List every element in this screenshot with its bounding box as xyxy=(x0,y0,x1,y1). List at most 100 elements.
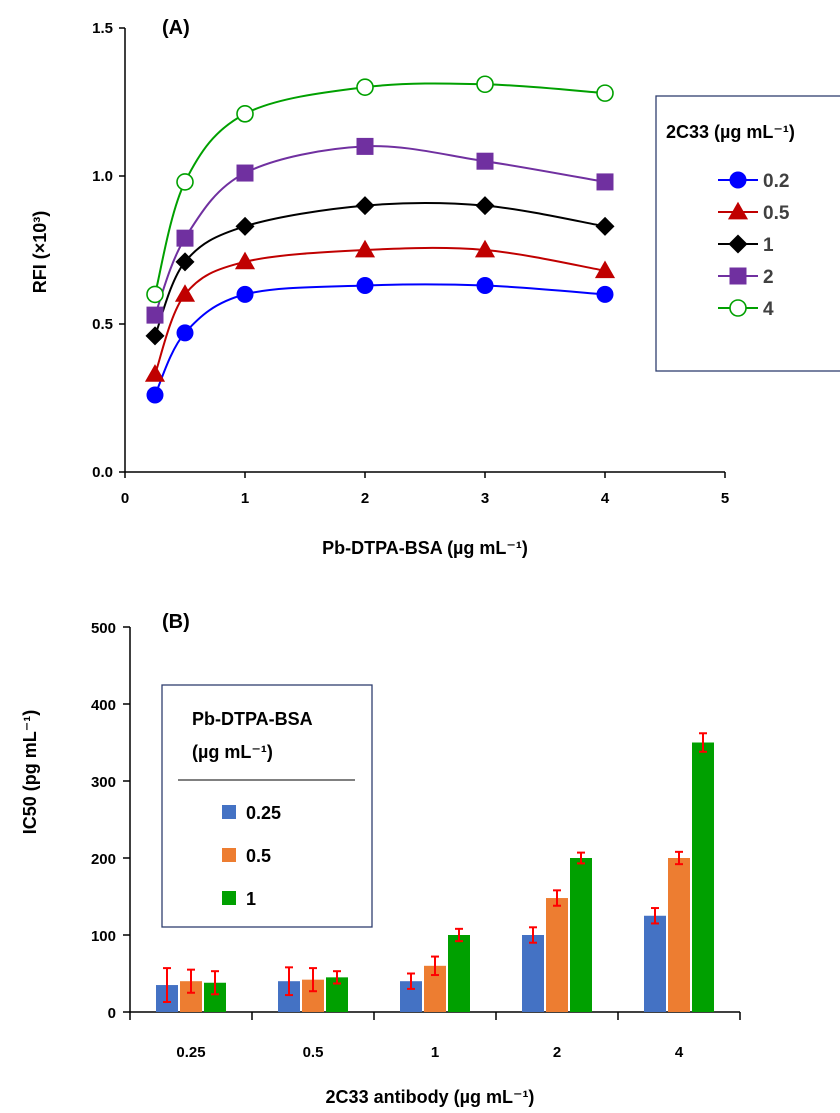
legend-label-2: 2 xyxy=(763,267,774,288)
bar-0.25-at-4 xyxy=(644,915,666,1012)
error-bar-0.5-at-1 xyxy=(431,955,439,977)
data-point-series-1 xyxy=(355,196,375,216)
panel-a-legend: 2C33 (µg mL⁻¹) 0.2 0.5 1 2 4 xyxy=(655,95,840,372)
data-point-series-0.5 xyxy=(144,364,166,382)
data-point-series-0.5 xyxy=(594,260,616,279)
error-bar-1-at-0.25 xyxy=(211,970,219,996)
legend-marker-0.2 xyxy=(729,171,747,189)
error-bar-1-at-1 xyxy=(455,927,463,943)
data-point-series-0.2 xyxy=(476,277,494,295)
panel-a: (A) 0 1 2 3 4 5 0.0 0.5 1.0 1.5 Pb-DTPA-BSA (µg … xyxy=(30,17,840,558)
error-bar-0.25-at-0.5 xyxy=(285,966,293,997)
panel-a-legend-box xyxy=(655,95,840,372)
panel-b-x-tick-label: 4 xyxy=(675,1044,684,1061)
data-point-series-4 xyxy=(596,84,614,102)
bar-0.5-at-4 xyxy=(668,858,690,1012)
bar-1-at-2 xyxy=(570,858,592,1012)
data-point-series-0.5 xyxy=(174,284,196,302)
data-point-series-4 xyxy=(146,285,164,304)
panel-b-label: (B) xyxy=(162,611,190,633)
legend-swatch-1 xyxy=(222,891,236,905)
panel-a-x-tick-label: 3 xyxy=(481,490,489,507)
error-bar-1-at-4 xyxy=(699,732,707,753)
data-point-series-4 xyxy=(476,75,494,94)
panel-a-x-tick-label: 1 xyxy=(241,490,249,507)
panel-b-x-tick-label: 2 xyxy=(553,1044,561,1061)
data-point-series-1 xyxy=(595,216,615,236)
legend-label-1: 1 xyxy=(246,889,256,909)
legend-label-0.5: 0.5 xyxy=(246,846,271,866)
panel-a-y-tick-labels: 0.0 0.5 1.0 1.5 xyxy=(92,20,113,481)
data-point-series-0.2 xyxy=(596,285,614,303)
data-point-series-4 xyxy=(236,105,254,123)
panel-b-y-tick-label: 200 xyxy=(91,851,116,868)
bar-1-at-0.5 xyxy=(326,977,348,1012)
panel-b-y-tick-label: 100 xyxy=(91,928,116,945)
legend-marker-0.5 xyxy=(727,201,749,220)
panel-b-legend-box xyxy=(161,684,373,928)
panel-b-x-axis-label: 2C33 antibody (µg mL⁻¹) xyxy=(326,1087,535,1107)
legend-label-0.5: 0.5 xyxy=(763,203,790,224)
data-point-series-0.2 xyxy=(176,324,194,342)
panel-a-x-tick-label: 4 xyxy=(601,490,610,507)
bar-1-at-4 xyxy=(692,742,714,1012)
data-point-series-0.2 xyxy=(356,277,374,295)
panel-b-x-tick-label: 1 xyxy=(431,1044,439,1061)
error-bar-0.25-at-4 xyxy=(651,907,659,925)
data-point-series-4 xyxy=(356,78,374,96)
panel-b-legend-items: 0.25 0.5 1 xyxy=(222,803,281,909)
panel-a-x-tick-label: 0 xyxy=(121,490,129,507)
panel-a-axes xyxy=(119,27,726,478)
panel-a-y-tick-label: 0.5 xyxy=(92,316,113,333)
bar-0.5-at-2 xyxy=(546,898,568,1012)
panel-a-y-tick-label: 1.5 xyxy=(92,20,113,37)
panel-a-x-tick-label: 2 xyxy=(361,490,369,507)
series-line-1 xyxy=(154,202,606,337)
legend-marker-4 xyxy=(729,299,747,317)
data-point-series-2 xyxy=(236,164,254,182)
data-point-series-0.5 xyxy=(234,251,256,270)
error-bar-0.5-at-0.5 xyxy=(309,967,317,993)
panel-a-series-lines xyxy=(154,82,606,396)
data-point-series-1 xyxy=(235,216,255,236)
bar-1-at-1 xyxy=(448,935,470,1012)
data-point-series-0.5 xyxy=(354,239,376,258)
data-point-series-0.2 xyxy=(146,386,164,404)
data-point-series-2 xyxy=(476,152,494,170)
error-bar-1-at-0.5 xyxy=(333,970,341,985)
panel-b-bars xyxy=(156,742,714,1012)
error-bar-0.25-at-0.25 xyxy=(163,967,171,1003)
bar-0.25-at-2 xyxy=(522,935,544,1012)
panel-a-label: (A) xyxy=(162,17,190,39)
data-point-series-2 xyxy=(176,229,194,247)
panel-a-legend-title: 2C33 (µg mL⁻¹) xyxy=(666,122,795,142)
panel-b-x-tick-label: 0.25 xyxy=(176,1044,205,1061)
panel-b-x-tick-label: 0.5 xyxy=(303,1044,324,1061)
panel-b-y-tick-labels: 0 100 200 300 400 500 xyxy=(91,620,116,1022)
panel-b-y-axis-label: IC50 (pg mL⁻¹) xyxy=(20,710,40,835)
error-bar-0.5-at-4 xyxy=(675,850,683,866)
panel-a-y-tick-label: 0.0 xyxy=(92,464,113,481)
panel-b-y-tick-label: 0 xyxy=(108,1005,116,1022)
legend-label-0.25: 0.25 xyxy=(246,803,281,823)
legend-label-4: 4 xyxy=(763,299,774,320)
legend-swatch-0.5 xyxy=(222,848,236,862)
bar-0.5-at-0.25 xyxy=(180,981,202,1012)
data-point-series-1 xyxy=(175,252,195,272)
legend-label-1: 1 xyxy=(763,235,774,256)
panel-b-legend-title-line1: Pb-DTPA-BSA xyxy=(192,709,313,729)
bar-0.5-at-0.5 xyxy=(302,979,324,1012)
panel-a-y-tick-label: 1.0 xyxy=(92,168,113,185)
data-point-series-1 xyxy=(475,196,495,216)
panel-a-x-axis-label: Pb-DTPA-BSA (µg mL⁻¹) xyxy=(322,538,528,558)
legend-label-0.2: 0.2 xyxy=(763,171,789,192)
bar-0.25-at-1 xyxy=(400,981,422,1012)
panel-a-y-axis-label: RFI (×10³) xyxy=(30,211,50,294)
panel-b-y-tick-label: 300 xyxy=(91,774,116,791)
data-point-series-0.5 xyxy=(474,239,496,258)
legend-marker-2 xyxy=(729,267,747,285)
legend-marker-1 xyxy=(728,234,748,254)
panel-b: (B) 0 100 200 300 400 500 0.25 0.5 1 2 4 2C33 ant… xyxy=(20,611,741,1107)
error-bar-0.25-at-2 xyxy=(529,926,537,944)
